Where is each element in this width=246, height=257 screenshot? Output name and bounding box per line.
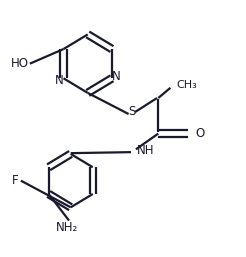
Text: N: N bbox=[112, 70, 121, 83]
Text: S: S bbox=[128, 105, 135, 118]
Text: HO: HO bbox=[11, 57, 29, 70]
Text: N: N bbox=[55, 74, 63, 87]
Text: NH: NH bbox=[136, 144, 154, 157]
Text: CH₃: CH₃ bbox=[177, 80, 197, 90]
Text: NH₂: NH₂ bbox=[56, 221, 78, 234]
Text: O: O bbox=[195, 127, 204, 140]
Text: F: F bbox=[12, 174, 18, 187]
